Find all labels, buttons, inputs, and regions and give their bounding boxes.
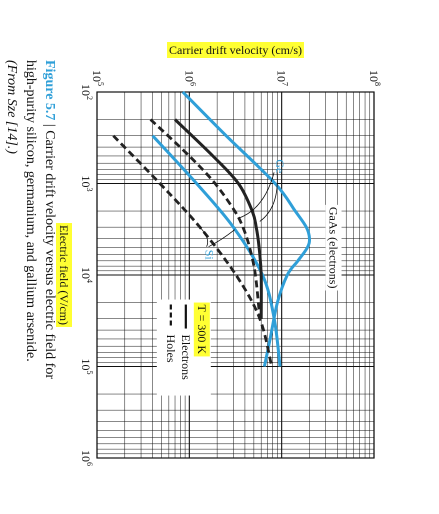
legend-item-holes: Holes: [164, 335, 178, 363]
x-axis-label-text: Electric field (V/cm): [57, 225, 71, 325]
y-axis-label: Carrier drift velocity (cm/s): [167, 42, 304, 58]
si-pointer-a: [208, 229, 235, 248]
y-tick-label: 107: [275, 70, 290, 86]
x-tick-label: 106: [79, 450, 94, 466]
temperature-highlight: [193, 302, 210, 357]
si-pointer-b: [199, 226, 209, 247]
curves: [112, 90, 312, 367]
gaas-electrons-curve: [181, 90, 312, 367]
x-tick-label: 105: [79, 359, 94, 375]
ge-label: Ge: [273, 159, 287, 173]
gaas-label: GaAs (electrons): [327, 207, 341, 289]
plot-frame: [96, 91, 375, 459]
caption-line-2: high-purity silicon, germanium, and gall…: [23, 60, 38, 362]
gaas-label-bg: [325, 204, 342, 291]
y-tick-label: 105: [90, 70, 105, 86]
x-tick-label: 102: [79, 84, 94, 100]
si-electrons-curve: [151, 134, 282, 367]
annotations: Ge Si GaAs (electrons): [199, 159, 342, 291]
y-axis-label-text: Carrier drift velocity (cm/s): [169, 43, 302, 57]
y-axis-label-highlight: [167, 42, 304, 58]
x-axis-label: Electric field (V/cm): [56, 223, 72, 327]
y-tick-label: 108: [367, 70, 382, 86]
y-tick-label: 106: [182, 70, 197, 86]
ge-pointer-a: [259, 172, 278, 222]
ge-holes-curve: [149, 118, 262, 319]
x-tick-label: 103: [79, 176, 94, 192]
caption-line-3: (From Sze [14].): [4, 60, 19, 154]
ge-pointer-b: [238, 172, 275, 219]
x-axis-label-highlight: [56, 223, 72, 327]
si-label: Si: [203, 250, 217, 261]
legend-item-electrons: Electrons: [179, 335, 193, 381]
caption-line-1: Figure 5.7 | Carrier drift velocity vers…: [42, 60, 57, 379]
x-tick-label: 104: [79, 267, 94, 283]
temperature-label: T = 300 K: [195, 305, 209, 355]
figure-label: Figure 5.7: [42, 60, 57, 120]
ge-electrons-curve: [173, 118, 263, 319]
